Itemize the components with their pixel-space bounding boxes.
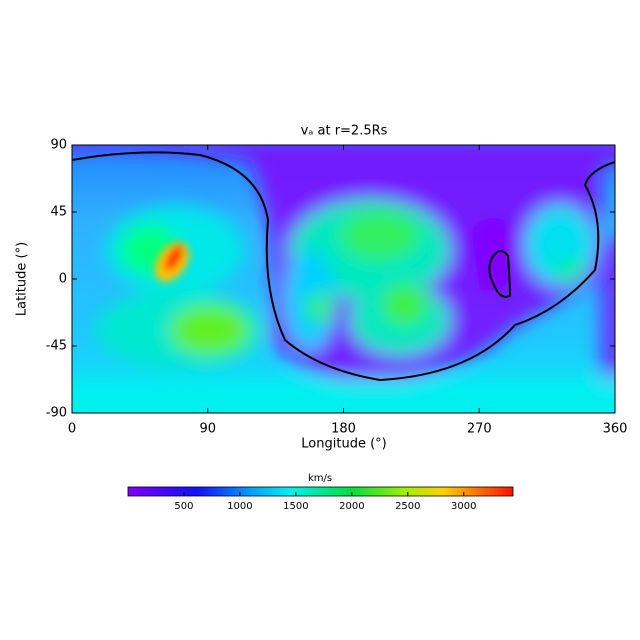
- colorbar: [127, 486, 514, 497]
- colorbar-tick-label: 3000: [451, 501, 476, 512]
- y-tick-label: 90: [50, 138, 67, 153]
- colorbar-tick-label: 2500: [395, 501, 420, 512]
- x-tick-label: 180: [331, 422, 356, 437]
- chart-title: vₐ at r=2.5Rs: [301, 124, 388, 139]
- y-tick-label: -45: [46, 339, 67, 354]
- y-tick-label: 45: [50, 205, 67, 220]
- x-axis-label: Longitude (°): [301, 437, 386, 452]
- y-tick-label: 0: [59, 272, 67, 287]
- colorbar-tick-label: 2000: [339, 501, 364, 512]
- x-tick-label: 360: [603, 422, 628, 437]
- x-tick-label: 90: [199, 422, 216, 437]
- colorbar-label: km/s: [308, 473, 332, 484]
- colorbar-tick-label: 1500: [283, 501, 308, 512]
- field: [72, 145, 615, 413]
- colorbar-tick-label: 1000: [227, 501, 252, 512]
- y-axis-label: Latitude (°): [15, 242, 30, 316]
- x-tick-label: 270: [467, 422, 492, 437]
- colorbar-tick-label: 500: [174, 501, 193, 512]
- x-tick-label: 0: [68, 422, 76, 437]
- y-tick-label: -90: [46, 406, 67, 421]
